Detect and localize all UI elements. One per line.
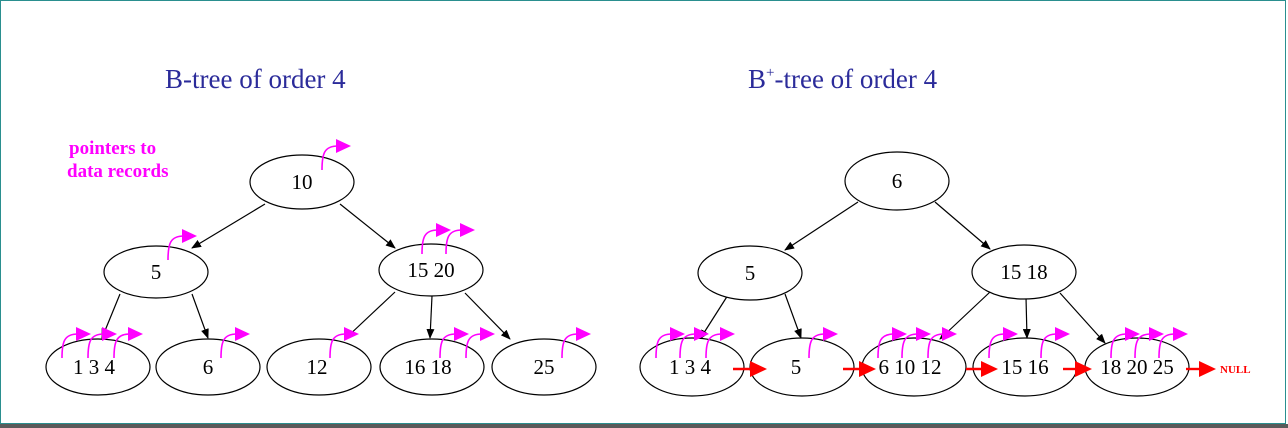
bplus-internal-key-2: 15 18 [1000,260,1047,284]
btree-leaf-3: 12 [266,338,372,396]
bplus-edge-1518-leaf5 [1059,292,1106,344]
data-pointer-layer [61,139,1188,359]
btree-edge-5-leaf2 [191,293,209,339]
data-pointer-arrow [1158,327,1188,359]
leaf-link-arrow-4 [1063,361,1092,377]
btree-edge-root-right [339,203,396,249]
leaf-link-arrow-2 [843,361,876,377]
btree-leaf-key-3: 12 [307,355,328,379]
btree-leaf-key-2: 6 [203,355,214,379]
btree-edge-1520-leaf3 [344,291,396,340]
data-pointer-arrow [439,327,469,359]
bplus-leaf-key-2: 5 [791,355,802,379]
data-pointer-arrow [1040,327,1070,359]
data-pointer-arrow [321,139,351,171]
btree-edge-root-left [191,203,266,249]
btree-leaf-4: 16 18 [379,338,485,396]
data-pointer-arrow [421,223,451,255]
bplus-leaf-1: 1 3 4 [639,337,745,397]
leaf-link-arrow-1 [733,361,767,377]
bplus-root-key: 6 [892,169,903,193]
bplus-title-suffix: -tree of order 4 [774,64,937,94]
btree-leaf-key-4: 16 18 [404,355,451,379]
bplus-leaf-5: 18 20 25 [1084,337,1190,397]
bplus-leaf-key-3: 6 10 12 [879,355,942,379]
data-pointer-arrow [329,327,359,359]
bplus-internal-node-2: 15 18 [971,244,1077,300]
leaf-link-arrow-null [1186,361,1216,377]
data-pointer-arrow [561,327,591,359]
btree-leaf-1: 1 3 4 [45,338,151,396]
data-pointer-arrow [927,327,957,359]
data-pointer-arrow [445,223,475,255]
btree-internal-node-2: 15 20 [378,243,484,297]
note-line-1: pointers to [69,138,156,159]
note-line-2: data records [67,161,169,182]
data-pointer-arrow [61,327,91,359]
btree-internal-node-1: 5 [103,245,209,299]
data-pointer-arrow [988,327,1018,359]
bplus-internal-key-1: 5 [745,261,756,285]
btree-edge-1520-leaf5 [464,292,511,340]
data-pointer-arrow [220,327,250,359]
btree-leaf-5: 25 [491,338,597,396]
bplus-leaf-key-1: 1 3 4 [669,355,712,379]
bplus-internal-node-1: 5 [697,245,803,301]
bplus-title-sup: + [766,65,774,81]
btree-leaf-2: 6 [155,338,261,396]
btree-root-node: 10 [249,154,355,210]
bplus-title-prefix: B [748,64,766,94]
data-pointer-arrow [87,327,117,359]
bplus-edge-1518-leaf4 [1022,296,1031,339]
btree-title: B-tree of order 4 [165,64,346,94]
bplus-leaf-key-4: 15 16 [1001,355,1048,379]
null-label: NULL [1220,364,1251,376]
bplus-leaf-key-5: 18 20 25 [1100,355,1174,379]
data-pointer-arrow [113,327,143,359]
bplus-leaf-2: 5 [749,337,855,397]
data-pointer-arrow [1134,327,1164,359]
btree-root-key: 10 [292,170,313,194]
bplus-edge-5-leaf2 [784,293,802,339]
btree-internal-key-2: 15 20 [407,258,454,282]
bplus-edge-5-leaf1 [699,294,729,340]
data-pointer-arrow [877,327,907,359]
btree-leaf-key-1: 1 3 4 [73,355,116,379]
data-pointer-arrow [465,327,495,359]
data-pointer-arrow [1110,327,1140,359]
data-pointer-arrow [705,327,735,359]
leaf-link-arrow-3 [966,361,998,377]
bplus-leaf-4: 15 16 [972,337,1078,397]
bplus-edge-root-left [784,201,859,251]
bplus-leaf-links [733,361,1216,377]
data-pointer-arrow [808,327,838,359]
btree-internal-key-1: 5 [151,260,162,284]
data-pointer-arrow [167,229,197,261]
data-pointer-arrow [679,327,709,359]
bottom-band [0,424,1288,428]
bplus-leaf-3: 6 10 12 [861,337,967,397]
btree-leaf-key-5: 25 [534,355,555,379]
btree-edge-1520-leaf4 [426,295,435,339]
bplus-root-node: 6 [844,151,950,211]
bplus-title: B+-tree of order 4 [748,64,938,94]
data-pointer-arrow [901,327,931,359]
bplus-edge-root-right [934,201,991,250]
data-pointer-arrow [655,327,685,359]
